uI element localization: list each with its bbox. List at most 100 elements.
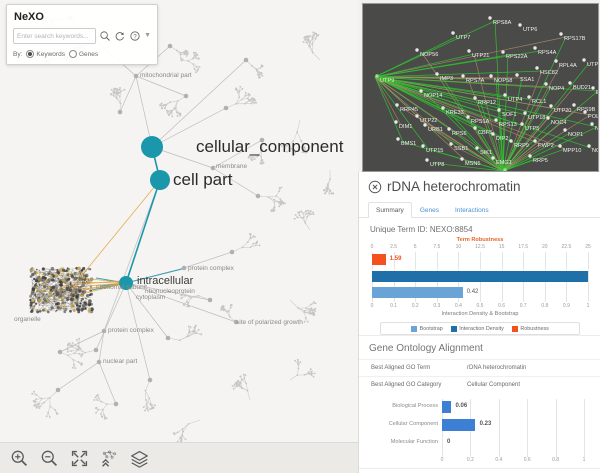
gene-label: POL5	[588, 114, 598, 120]
search-panel[interactable]: NeXO ? ▼ By: Keywords	[6, 4, 158, 65]
zoom-in-icon[interactable]	[10, 449, 29, 468]
search-icon[interactable]	[99, 30, 111, 42]
gene-node	[491, 156, 495, 160]
radio-genes[interactable]	[68, 50, 77, 58]
layers-icon[interactable]	[130, 449, 149, 468]
search-by-row[interactable]: By: Keywords Genes	[13, 50, 151, 58]
gene-label: NOP14	[424, 93, 442, 99]
hierarchy-tree[interactable]	[0, 0, 358, 473]
node-label-cellular-component: cellular_component	[196, 137, 344, 156]
gene-node	[558, 144, 562, 148]
gene-label: RPS22A	[506, 54, 528, 60]
go-value-label-molecular-function: 0	[447, 439, 451, 445]
radio-option-genes[interactable]: Genes	[68, 50, 99, 58]
help-icon[interactable]: ?	[129, 30, 141, 42]
hub-node-cell-part[interactable]	[150, 170, 170, 190]
axis-tick: 0.6	[523, 457, 531, 463]
axis-tick: 0.8	[541, 303, 549, 309]
term-robustness-chart: Term Robustness 0 2.5 5 7.5 10 12.5 15 17.5 20 22…	[368, 237, 592, 269]
gene-label: HSC82	[540, 70, 558, 76]
tab-genes[interactable]: Genes	[419, 207, 439, 214]
hub-node-intracellular[interactable]	[119, 276, 133, 290]
gene-node	[473, 126, 477, 130]
fit-screen-icon[interactable]	[70, 449, 89, 468]
gridline	[544, 270, 546, 302]
gene-node	[425, 158, 429, 162]
gridline	[584, 399, 585, 457]
gene-node	[572, 103, 576, 107]
gene-node	[419, 89, 423, 93]
gene-label: EMG1	[496, 160, 512, 166]
biological-process-heading: Biological Process	[359, 468, 600, 473]
axis-tick: 2.5	[390, 244, 398, 250]
chevron-down-icon[interactable]: ▼	[144, 32, 151, 39]
node-label-nuclear-part: nuclear part	[103, 358, 138, 365]
go-category-chart: Biological Process 0.06 Cellular Component…	[368, 399, 592, 457]
legend-label-interaction-density: Interaction Density	[459, 325, 504, 332]
gridline	[415, 252, 417, 269]
hierarchy-view[interactable]: cellular_component cell part intracellul…	[0, 0, 358, 473]
view-toolbar[interactable]	[0, 442, 358, 473]
collapse-icon[interactable]	[100, 449, 119, 468]
node-label-protein-complex-2: protein complex	[188, 265, 234, 272]
hub-node-cellular-component[interactable]	[141, 136, 163, 158]
robustness-axis-ticks: 0 2.5 5 7.5 10 12.5 15 17.5 20 22.5 25	[368, 244, 592, 251]
go-alignment-row-category: Best Aligned GO Category Cellular Compon…	[359, 376, 600, 393]
gene-node	[489, 74, 493, 78]
gridline	[527, 399, 529, 457]
gridline	[523, 252, 525, 269]
zoom-out-icon[interactable]	[40, 449, 59, 468]
close-circle-icon[interactable]	[368, 180, 382, 194]
gene-node	[467, 49, 471, 53]
node-label-ribonucleoprotein: ribonucleoprotein	[145, 288, 195, 295]
gene-label: UTP6	[523, 27, 537, 33]
gene-network-view[interactable]: UTP9 NOP56 UTP7 RPS8A UTP6 RPS17B UTP21 RPS22A R…	[362, 3, 599, 172]
gene-network-graph[interactable]: UTP9 NOP56 UTP7 RPS8A UTP6 RPS17B UTP21 RPS22A R…	[363, 4, 598, 171]
gene-label: RRP12	[478, 100, 496, 106]
search-input[interactable]	[13, 28, 97, 44]
radio-keywords[interactable]	[26, 50, 35, 58]
term-detail-panel[interactable]: rDNA heterochromatin Summary Genes Inter…	[358, 172, 600, 473]
tab-interactions[interactable]: Interactions	[454, 207, 489, 214]
radio-label-genes: Genes	[78, 50, 99, 58]
gridline	[501, 252, 503, 269]
legend-item-robustness: Robustness	[511, 325, 549, 332]
gene-label: RRP5	[533, 158, 548, 164]
gene-node	[563, 128, 567, 132]
axis-tick: 25	[585, 244, 591, 250]
node-label-ribosomal-subunit: ribosomal subunit	[96, 284, 147, 291]
radio-label-keywords: Keywords	[36, 50, 65, 58]
density-axis-ticks: 0 0.1 0.2 0.3 0.4 0.5 0.6 0.7 0.8 0.9 1	[368, 303, 592, 310]
gene-node	[527, 95, 531, 99]
search-row[interactable]: ? ▼	[13, 28, 151, 44]
gridline	[458, 270, 460, 302]
gene-node	[590, 122, 594, 126]
refresh-icon[interactable]	[114, 30, 126, 42]
node-label-cell-part: cell part	[173, 170, 233, 189]
gene-label: MSN5	[465, 161, 481, 167]
radio-option-keywords[interactable]: Keywords	[26, 50, 65, 58]
tab-summary[interactable]: Summary	[368, 202, 412, 218]
gridline	[393, 252, 395, 269]
legend-swatch-bootstrap	[411, 325, 418, 332]
gene-node	[415, 114, 419, 118]
gene-node	[449, 142, 453, 146]
gene-node	[421, 144, 425, 148]
node-label-nucleus: nucleus	[33, 292, 56, 299]
axis-tick: 1	[582, 457, 586, 463]
gridline	[566, 252, 568, 269]
gene-label: RPS1A	[471, 119, 490, 125]
gene-node	[554, 59, 558, 63]
axis-tick: 0.4	[454, 303, 462, 309]
detail-tabs[interactable]: Summary Genes Interactions	[359, 201, 600, 218]
gene-label: UTP18	[528, 115, 545, 121]
axis-tick: 0.2	[466, 457, 474, 463]
axis-tick: 1	[586, 303, 590, 309]
go-alignment-heading: Gene Ontology Alignment	[359, 335, 600, 359]
gridline	[501, 270, 503, 302]
node-label-cytoplasm: cytoplasm	[136, 294, 166, 301]
gene-label: RPS13	[499, 122, 517, 128]
gene-label: RPS4A	[538, 50, 557, 56]
gene-node	[533, 139, 537, 143]
node-label-intracellular: intracellular	[137, 275, 194, 287]
